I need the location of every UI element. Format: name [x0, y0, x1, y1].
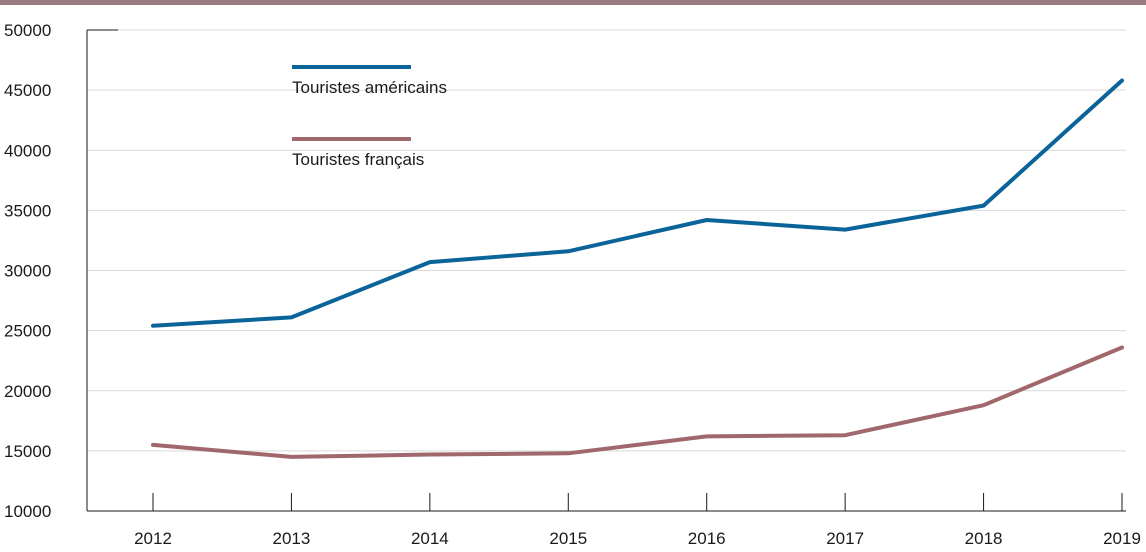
y-tick-label: 25000 — [4, 322, 51, 341]
x-tick-label: 2014 — [411, 529, 449, 548]
x-tick-label: 2015 — [549, 529, 587, 548]
y-tick-label: 45000 — [4, 81, 51, 100]
x-tick-label: 2016 — [688, 529, 726, 548]
y-tick-label: 30000 — [4, 262, 51, 281]
series-line-0 — [151, 78, 1124, 328]
legend-label-1: Touristes français — [292, 150, 424, 169]
y-tick-label: 20000 — [4, 382, 51, 401]
series-line-1 — [151, 345, 1124, 459]
y-tick-label: 50000 — [4, 21, 51, 40]
x-tick-label: 2012 — [134, 529, 172, 548]
x-tick-label: 2013 — [273, 529, 311, 548]
y-tick-label: 40000 — [4, 141, 51, 160]
x-tick-label: 2017 — [826, 529, 864, 548]
legend-label-0: Touristes américains — [292, 78, 447, 97]
legend: Touristes américains Touristes français — [292, 65, 447, 169]
grid-layer — [87, 29, 1126, 452]
y-tick-label: 35000 — [4, 201, 51, 220]
y-tick-label: 10000 — [4, 502, 51, 521]
top-rule — [0, 0, 1146, 5]
x-tick-label: 2018 — [965, 529, 1003, 548]
axis-layer: 10000 15000 20000 25000 30000 35000 40000 45000… — [4, 21, 1141, 548]
y-tick-label: 15000 — [4, 442, 51, 461]
x-tick-label: 2019 — [1103, 529, 1141, 548]
series-layer — [151, 78, 1124, 459]
